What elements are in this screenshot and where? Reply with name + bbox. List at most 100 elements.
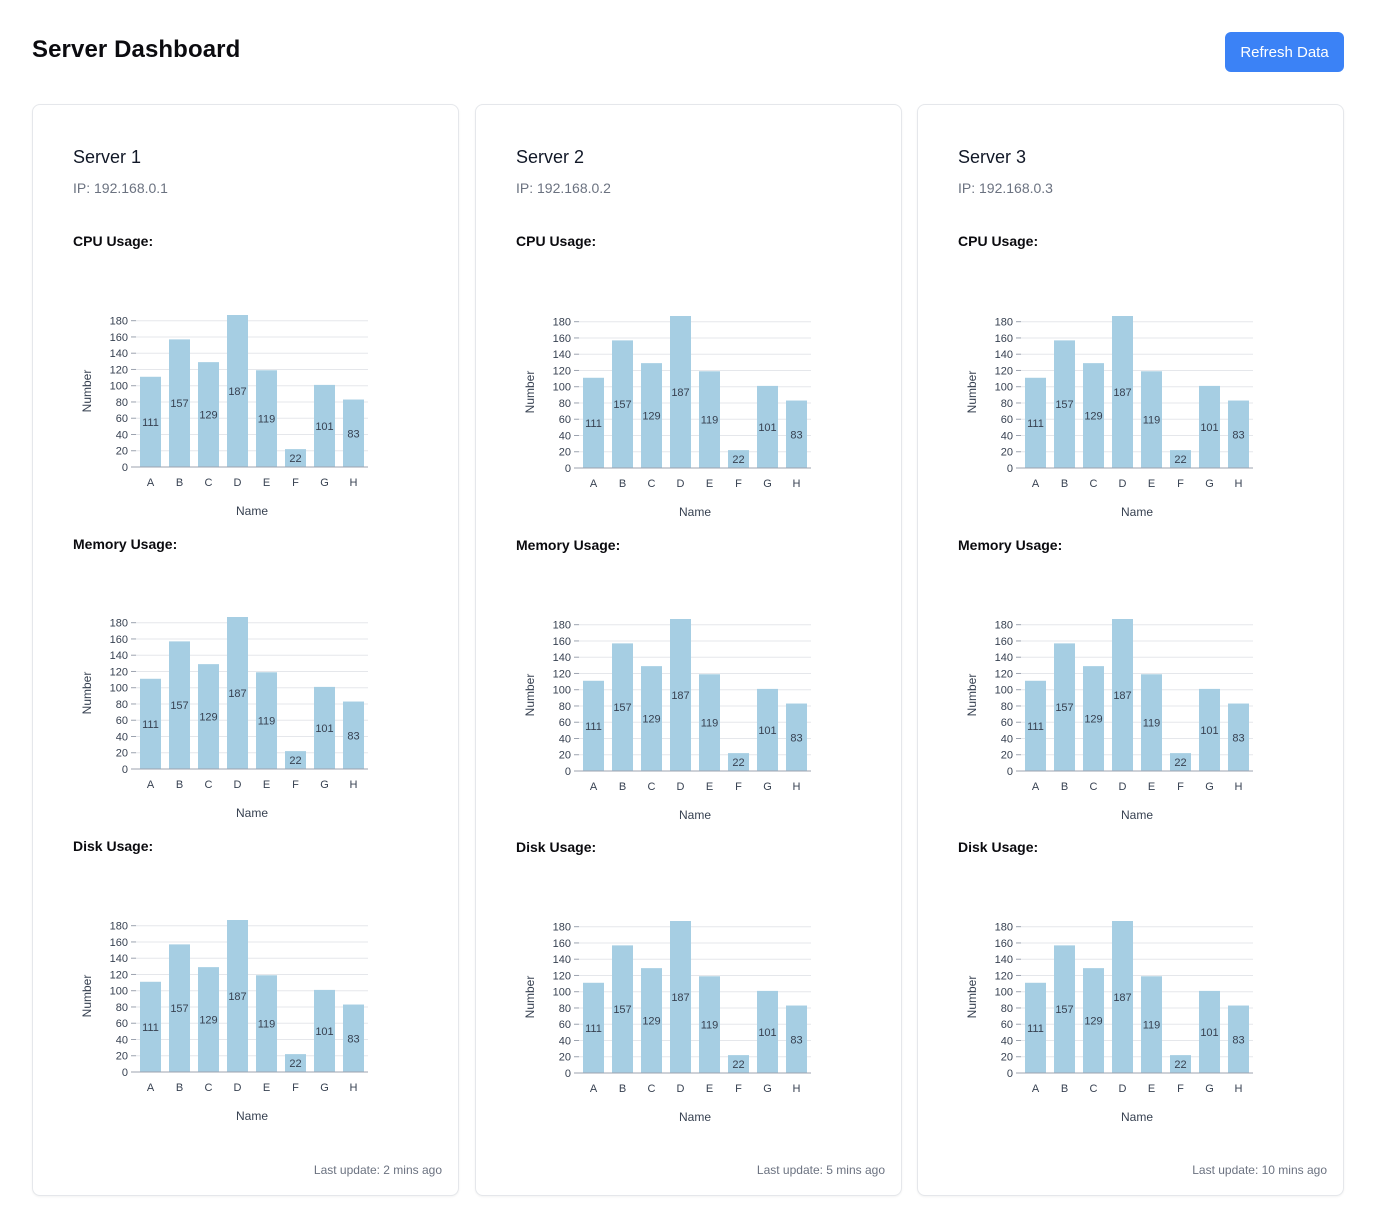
x-tick-label: C: [205, 1082, 213, 1094]
y-axis-title: Number: [80, 370, 94, 413]
x-axis-title: Name: [236, 806, 268, 820]
bar: [1054, 340, 1075, 468]
y-tick-label: 160: [995, 333, 1013, 345]
y-tick-label: 60: [116, 715, 128, 727]
bar: [1228, 703, 1249, 771]
bar: [612, 945, 633, 1073]
x-tick-label: G: [320, 779, 329, 791]
data-label: 157: [1055, 702, 1073, 714]
bar: [198, 362, 219, 467]
y-tick-label: 180: [110, 316, 128, 328]
data-label: 101: [1200, 1027, 1218, 1039]
bar: [343, 701, 364, 769]
bar: [1025, 377, 1046, 468]
server-card-3: Server 3 IP: 192.168.0.3 CPU Usage: 0 20 4…: [917, 104, 1344, 1196]
bar: [256, 975, 277, 1072]
x-tick-label: E: [263, 779, 270, 791]
bar: [285, 751, 306, 769]
y-tick-label: 120: [553, 668, 571, 680]
bar: [169, 944, 190, 1072]
y-tick-label: 120: [995, 365, 1013, 377]
data-label: 157: [613, 399, 631, 411]
bar: [1170, 753, 1191, 771]
bar: [1141, 976, 1162, 1073]
x-tick-label: D: [1119, 1083, 1127, 1095]
bar: [227, 920, 248, 1072]
bar: [1228, 1005, 1249, 1073]
y-tick-label: 60: [1001, 717, 1013, 729]
y-tick-label: 60: [1001, 1019, 1013, 1031]
data-label: 83: [347, 1033, 359, 1045]
x-axis-title: Name: [679, 505, 711, 519]
y-tick-label: 120: [553, 970, 571, 982]
y-tick-label: 60: [1001, 414, 1013, 426]
y-tick-label: 40: [1001, 1035, 1013, 1047]
server-name: Server 2: [516, 147, 585, 167]
y-tick-label: 120: [995, 668, 1013, 680]
bar: [699, 674, 720, 771]
data-label: 101: [1200, 725, 1218, 737]
data-label: 119: [1143, 718, 1161, 730]
x-axis-title: Name: [679, 808, 711, 822]
y-tick-label: 140: [553, 652, 571, 664]
x-tick-label: D: [234, 1082, 242, 1094]
x-tick-label: C: [205, 477, 213, 489]
last-update-text: Last update: 5 mins ago: [756, 1163, 885, 1177]
y-tick-label: 80: [559, 701, 571, 713]
data-label: 119: [1143, 1020, 1161, 1032]
y-tick-label: 120: [110, 364, 128, 376]
y-tick-label: 20: [559, 447, 571, 459]
y-tick-label: 100: [995, 382, 1013, 394]
data-label: 119: [1143, 415, 1161, 427]
y-axis-title: Number: [523, 674, 537, 717]
bar: [1141, 371, 1162, 468]
bar: [314, 686, 335, 769]
y-tick-label: 40: [116, 429, 128, 441]
y-tick-label: 0: [565, 463, 571, 475]
last-update-text: Last update: 10 mins ago: [1192, 1163, 1327, 1177]
last-update-text: Last update: 2 mins ago: [313, 1163, 442, 1177]
data-label: 111: [1027, 418, 1044, 430]
x-tick-label: G: [320, 477, 329, 489]
x-tick-label: E: [263, 1082, 270, 1094]
bar-chart: 0 20 40 60 80 100 120 140 160 180 111 A 157 B 129 C 187 D…: [965, 921, 1253, 1124]
x-tick-label: G: [763, 478, 772, 490]
x-tick-label: G: [320, 1082, 329, 1094]
x-tick-label: H: [793, 1083, 801, 1095]
data-label: 187: [1113, 387, 1131, 399]
bar: [1054, 643, 1075, 771]
y-axis-title: Number: [80, 975, 94, 1018]
refresh-data-button[interactable]: Refresh Data: [1225, 32, 1344, 72]
y-tick-label: 140: [995, 349, 1013, 361]
server-ip: IP: 192.168.0.2: [516, 180, 611, 196]
y-tick-label: 180: [553, 317, 571, 329]
data-label: 119: [258, 414, 276, 426]
data-label: 119: [701, 415, 719, 427]
x-axis-title: Name: [1121, 808, 1153, 822]
x-axis-title: Name: [1121, 505, 1153, 519]
y-tick-label: 160: [110, 332, 128, 344]
x-tick-label: B: [176, 477, 183, 489]
server-name: Server 3: [958, 147, 1027, 167]
bar: [227, 315, 248, 467]
bar: [285, 449, 306, 467]
bar: [641, 363, 662, 468]
page-title: Server Dashboard: [32, 36, 241, 63]
data-label: 119: [258, 1019, 276, 1031]
x-tick-label: E: [706, 1083, 713, 1095]
data-label: 129: [199, 410, 217, 422]
x-tick-label: F: [292, 1082, 299, 1094]
x-tick-label: A: [147, 477, 155, 489]
bar: [728, 450, 749, 468]
y-tick-label: 60: [116, 1018, 128, 1030]
y-tick-label: 100: [110, 683, 128, 695]
server-name: Server 1: [73, 147, 142, 167]
data-label: 157: [1055, 1004, 1073, 1016]
data-label: 129: [1084, 714, 1102, 726]
data-label: 101: [315, 421, 333, 433]
data-label: 22: [732, 757, 744, 769]
data-label: 157: [613, 1004, 631, 1016]
y-tick-label: 20: [559, 750, 571, 762]
memory-usage-chart: 0 20 40 60 80 100 120 140 160 180 111 A 157 B 129 C 187 D…: [958, 599, 1268, 829]
bar-chart: 0 20 40 60 80 100 120 140 160 180 111 A 157 B 129 C 187 D…: [80, 315, 368, 518]
